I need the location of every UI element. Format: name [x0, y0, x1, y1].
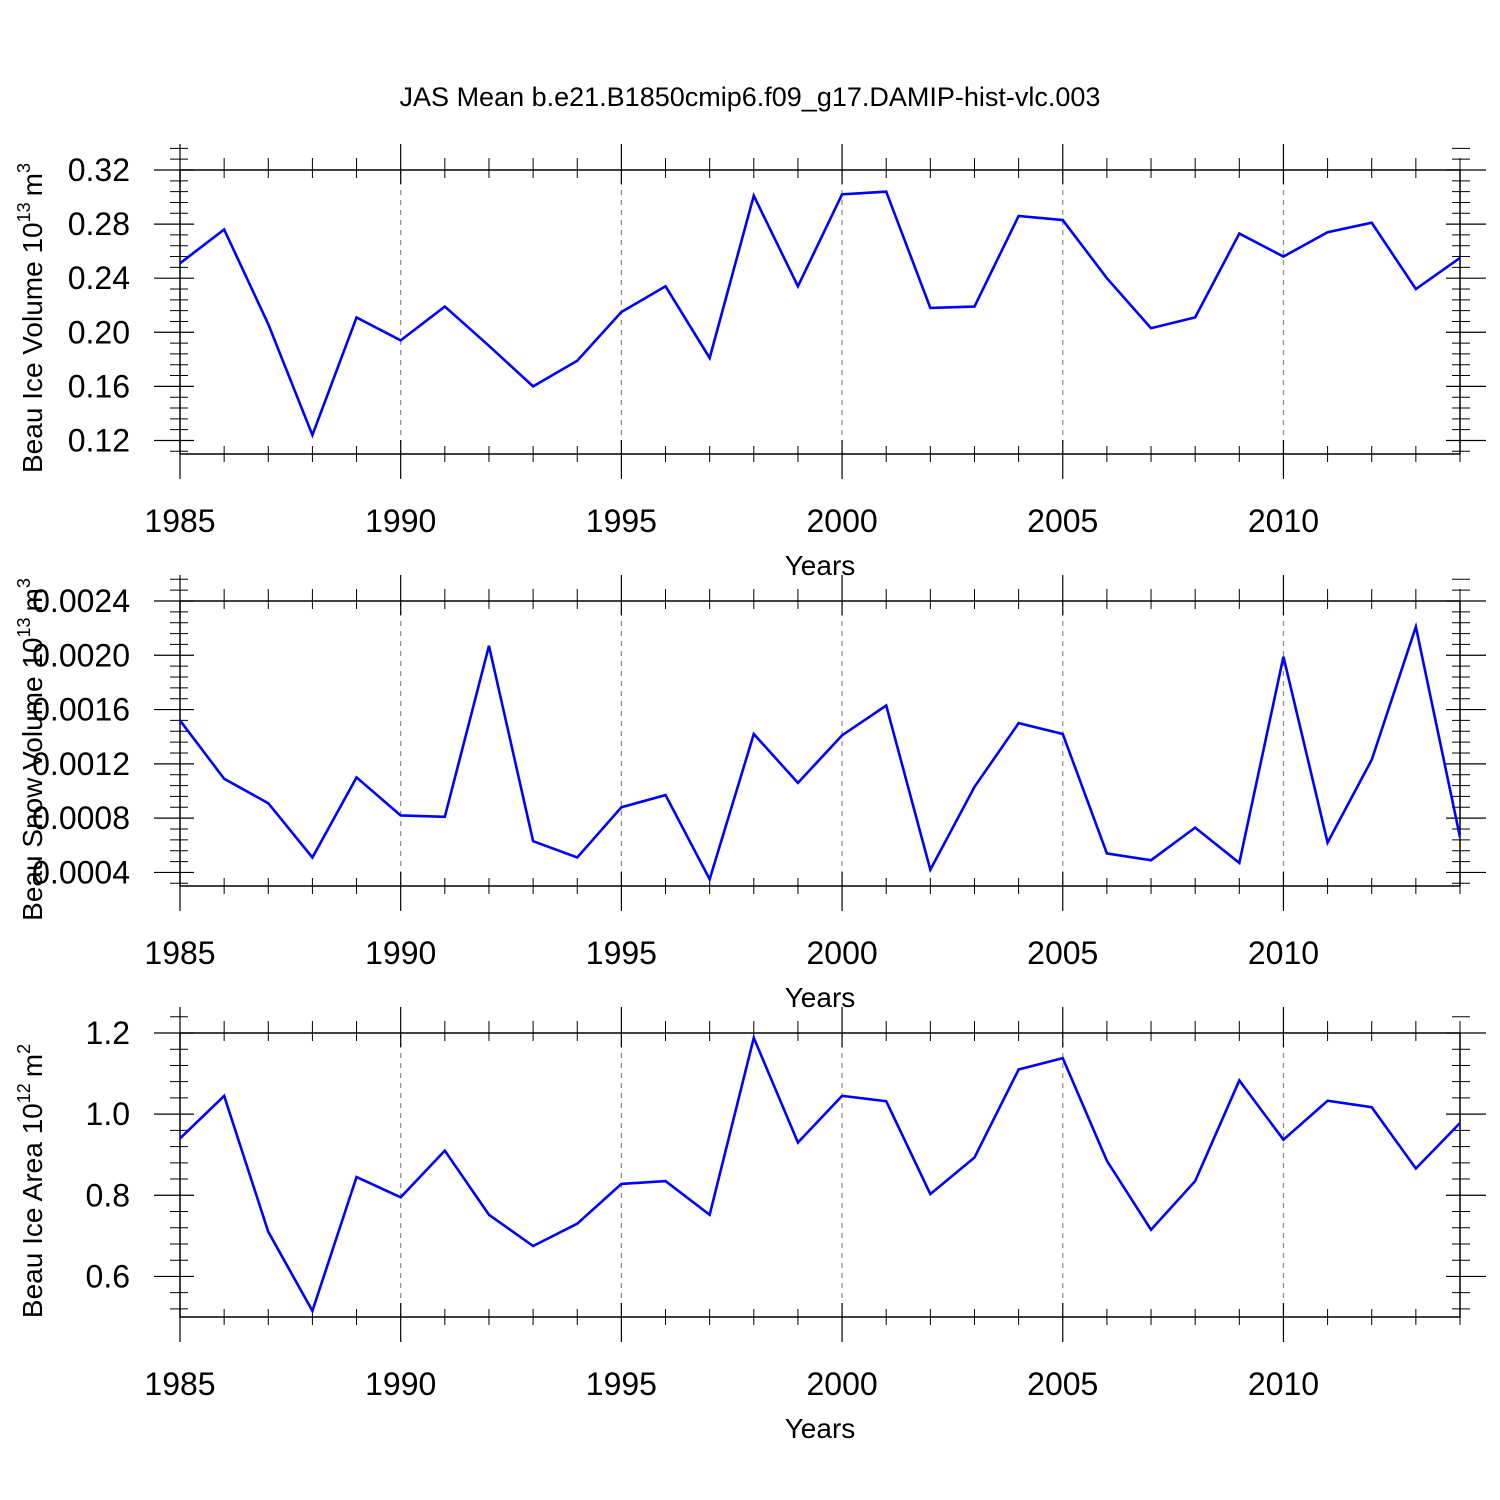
x-tick-label: 2005: [1027, 1366, 1098, 1402]
chart-title: JAS Mean b.e21.B1850cmip6.f09_g17.DAMIP-…: [400, 82, 1101, 112]
x-tick-label: 1995: [586, 503, 657, 539]
x-tick-label: 1990: [365, 1366, 436, 1402]
x-tick-label: 1990: [365, 503, 436, 539]
series-line: [180, 621, 1460, 883]
x-axis-label: Years: [785, 982, 856, 1013]
plot-frame: [179, 1032, 1461, 1318]
plot-frame: [179, 600, 1461, 887]
y-tick-label: 0.0020: [32, 637, 130, 673]
x-tick-label: 2010: [1248, 935, 1319, 971]
series-line: [180, 190, 1460, 439]
y-tick-label: 0.0024: [32, 583, 130, 619]
panel-1: 1985 1990 1995 2000 2005 2010 0.12 0.16 0.20 0.24…: [14, 144, 1486, 581]
y-tick-label: 0.20: [68, 314, 130, 350]
x-tick-label: 1985: [144, 935, 215, 971]
x-tick-label: 1995: [586, 1366, 657, 1402]
y-tick-label: 0.32: [68, 152, 130, 188]
x-tick-label: 2000: [806, 1366, 877, 1402]
panel-2: 1985 1990 1995 2000 2005 2010 0.0004 0.0008 0.00…: [14, 575, 1486, 1013]
x-axis-label: Years: [785, 550, 856, 581]
y-tick-label: 0.0016: [32, 692, 130, 728]
y-tick-label: 0.16: [68, 368, 130, 404]
y-tick-label: 0.28: [68, 206, 130, 242]
x-tick-label: 2000: [806, 935, 877, 971]
y-axis-label: Beau Ice Area 1012m2: [14, 1044, 48, 1318]
y-tick-label: 1.2: [86, 1015, 130, 1051]
plot-frame: [179, 169, 1461, 455]
y-axis-label: Beau Ice Volume 1013m3: [14, 163, 48, 473]
x-tick-label: 2000: [806, 503, 877, 539]
x-tick-label: 1985: [144, 503, 215, 539]
y-tick-label: 0.0004: [32, 854, 130, 890]
y-tick-label: 0.6: [86, 1258, 130, 1294]
y-tick-label: 0.8: [86, 1177, 130, 1213]
x-tick-label: 2005: [1027, 935, 1098, 971]
x-tick-label: 1985: [144, 1366, 215, 1402]
y-tick-label: 0.12: [68, 422, 130, 458]
x-tick-label: 2010: [1248, 1366, 1319, 1402]
x-tick-label: 1990: [365, 935, 436, 971]
y-tick-label: 0.24: [68, 260, 130, 296]
y-tick-label: 0.0008: [32, 800, 130, 836]
panels: 1985 1990 1995 2000 2005 2010 0.12 0.16 0.20 0.24…: [14, 144, 1486, 1444]
x-tick-label: 2010: [1248, 503, 1319, 539]
x-tick-label: 2005: [1027, 503, 1098, 539]
series-line: [180, 1033, 1460, 1315]
x-axis-label: Years: [785, 1413, 856, 1444]
x-tick-label: 1995: [586, 935, 657, 971]
y-tick-label: 0.0012: [32, 746, 130, 782]
y-tick-label: 1.0: [86, 1096, 130, 1132]
y-axis-label: Beau Snow Volume 1013m3: [14, 578, 48, 921]
panel-3: 1985 1990 1995 2000 2005 2010 0.6 0.8 1.0 1.2 Year…: [14, 1007, 1486, 1444]
